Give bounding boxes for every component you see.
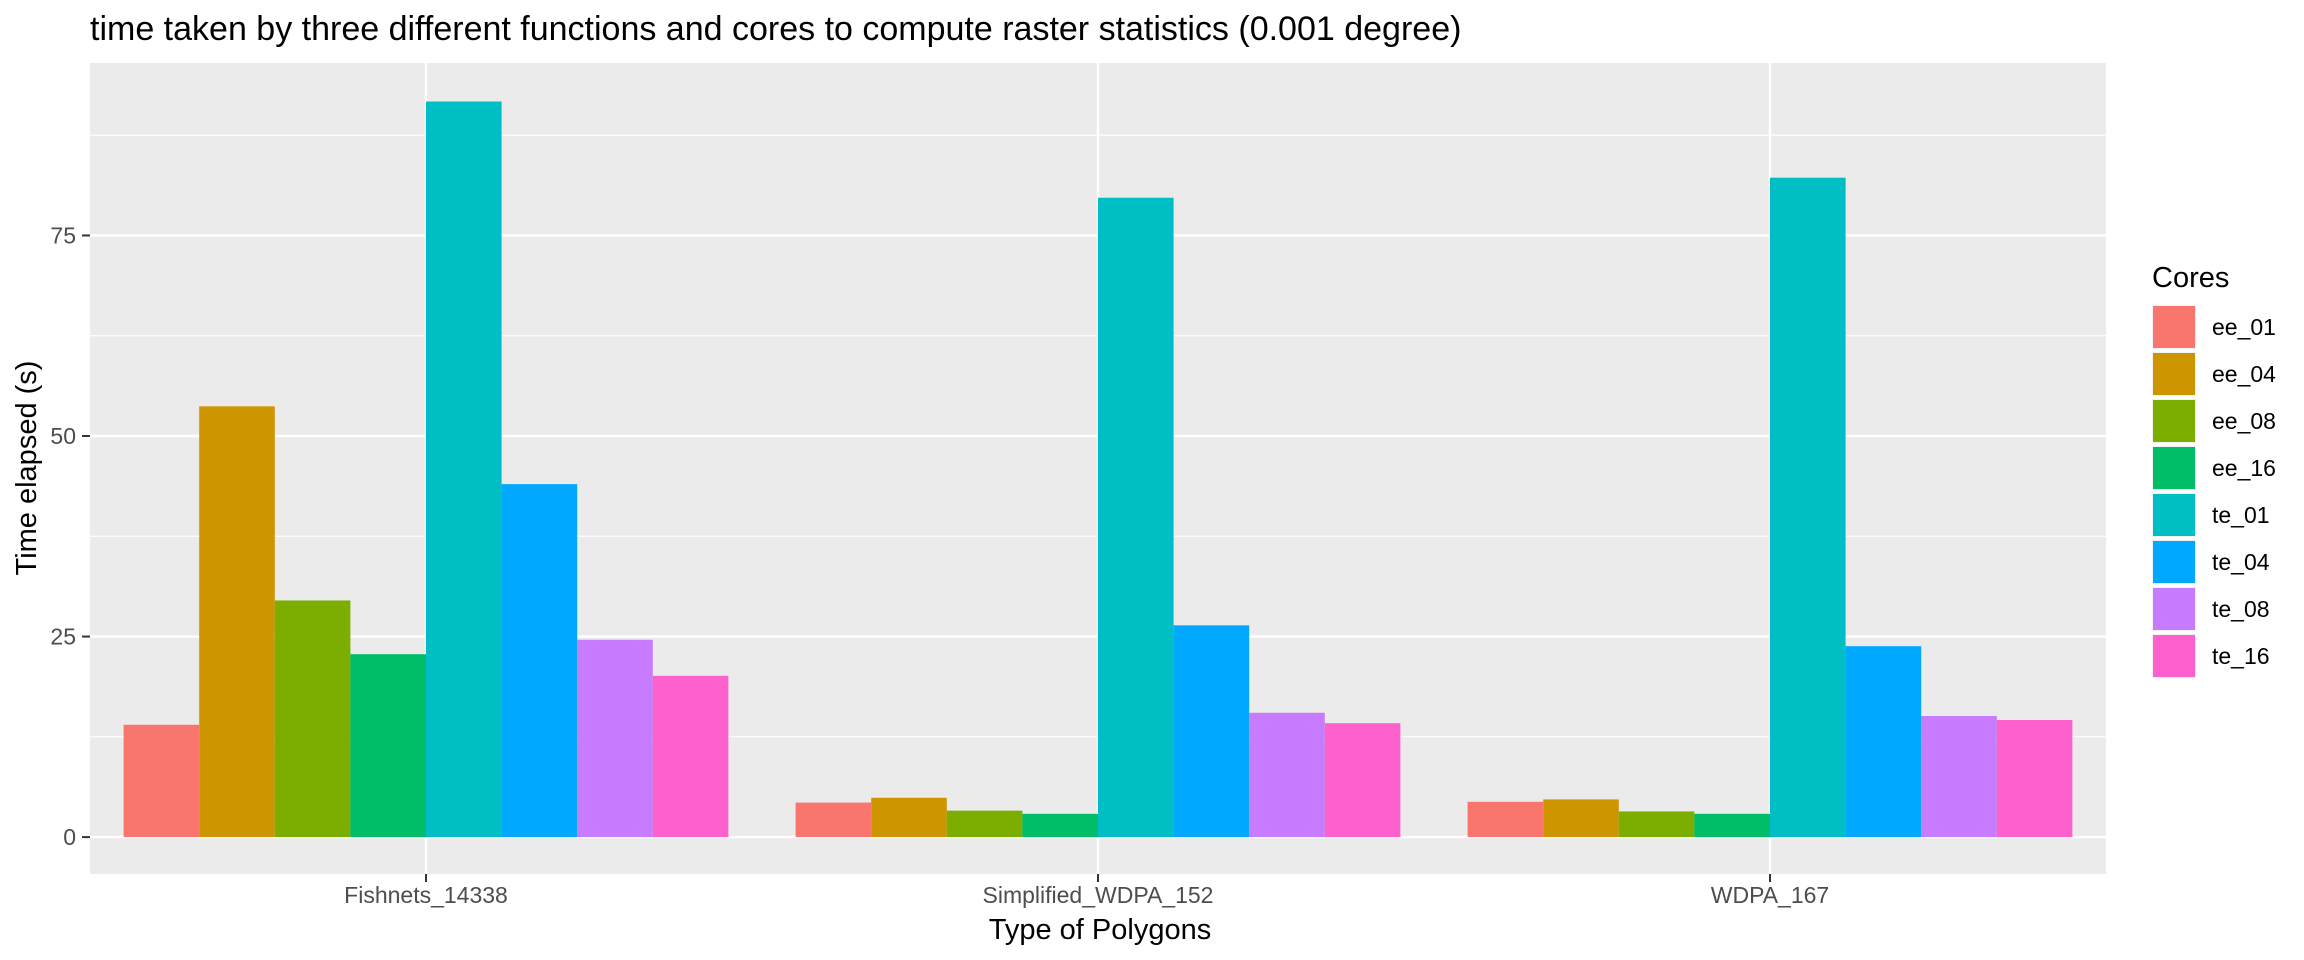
legend-swatch-ee_16 — [2153, 447, 2195, 489]
legend-label: ee_01 — [2212, 314, 2276, 340]
bar-ee_16 — [1694, 813, 1770, 838]
bar-te_08 — [1249, 712, 1325, 838]
y-tick-label: 75 — [50, 222, 76, 248]
bar-te_16 — [652, 675, 729, 838]
chart-title: time taken by three different functions … — [90, 10, 1461, 48]
y-tick-label: 0 — [63, 824, 76, 850]
legend-label: te_16 — [2212, 643, 2270, 669]
bar-ee_16 — [1022, 813, 1098, 838]
x-axis: Fishnets_14338 Simplified_WDPA_152 WDPA_16… — [344, 874, 1829, 908]
bar-ee_01 — [795, 802, 872, 838]
bar-te_16 — [1996, 719, 2073, 838]
legend-swatch-ee_04 — [2153, 353, 2195, 395]
legend-label: ee_16 — [2212, 455, 2276, 481]
bar-ee_04 — [1543, 799, 1619, 838]
x-axis-title: Type of Polygons — [989, 914, 1211, 946]
legend-label: te_01 — [2212, 502, 2270, 528]
x-tick-label: Simplified_WDPA_152 — [983, 882, 1214, 908]
legend: Cores ee_01 ee_04 ee_08 ee_16 te_01 te_04 te_0… — [2152, 262, 2276, 678]
legend-items: ee_01 ee_04 ee_08 ee_16 te_01 te_04 te_08 te_16 — [2152, 305, 2276, 678]
bar-ee_01 — [1467, 801, 1544, 838]
legend-label: ee_08 — [2212, 408, 2276, 434]
y-axis-title: Time elapsed (s) — [11, 361, 43, 576]
legend-swatch-te_01 — [2153, 494, 2195, 536]
legend-label: ee_04 — [2212, 361, 2276, 387]
x-tick-label: Fishnets_14338 — [344, 882, 508, 908]
bar-te_08 — [1921, 715, 1997, 838]
bar-ee_08 — [946, 810, 1023, 838]
x-tick-label: WDPA_167 — [1711, 882, 1829, 908]
legend-swatch-ee_08 — [2153, 400, 2195, 442]
bar-ee_04 — [871, 797, 947, 838]
bar-te_04 — [1173, 625, 1250, 838]
y-axis: 0 25 50 75 — [50, 222, 90, 850]
legend-title: Cores — [2152, 262, 2229, 294]
bar-ee_04 — [199, 406, 275, 838]
bar-te_04 — [501, 484, 578, 838]
bar-te_01 — [426, 101, 502, 838]
y-tick-label: 50 — [50, 423, 76, 449]
legend-swatch-te_16 — [2153, 635, 2195, 677]
legend-swatch-te_08 — [2153, 588, 2195, 630]
bar-ee_08 — [1618, 811, 1695, 838]
legend-label: te_04 — [2212, 549, 2270, 575]
legend-label: te_08 — [2212, 596, 2270, 622]
bar-te_01 — [1770, 177, 1846, 838]
bar-te_16 — [1324, 723, 1401, 838]
bar-ee_08 — [274, 600, 351, 838]
bars — [123, 101, 2073, 838]
bar-te_08 — [577, 639, 653, 838]
bar-te_01 — [1098, 197, 1174, 838]
legend-swatch-ee_01 — [2153, 306, 2195, 348]
bar-te_04 — [1845, 646, 1922, 838]
legend-swatch-te_04 — [2153, 541, 2195, 583]
bar-ee_16 — [350, 654, 426, 838]
bar-ee_01 — [123, 724, 200, 838]
y-tick-label: 25 — [50, 624, 76, 650]
